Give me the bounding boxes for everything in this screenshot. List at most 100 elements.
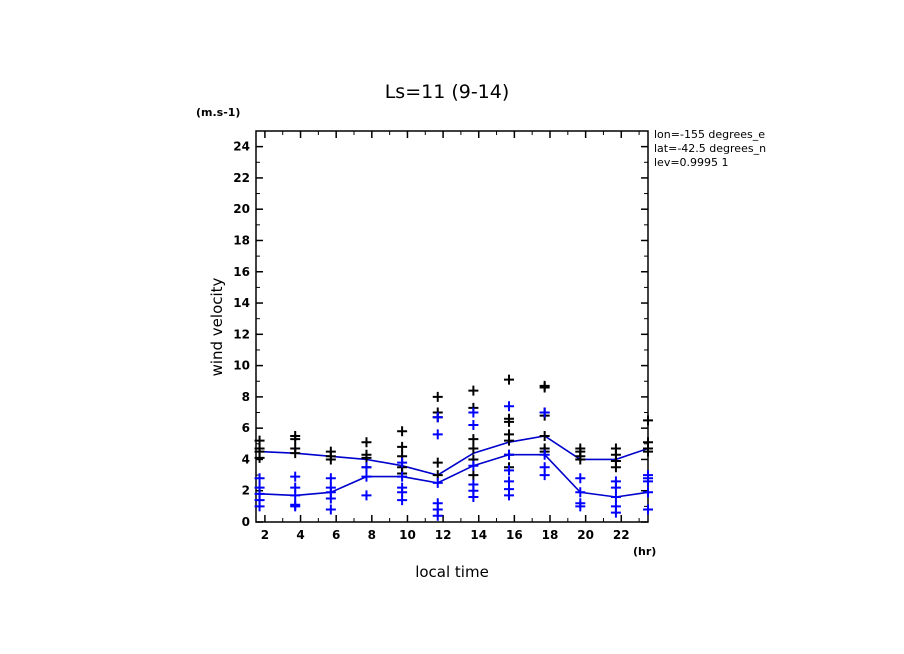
series-1-point	[610, 443, 621, 454]
series-2-point	[610, 476, 621, 487]
series-2-point	[290, 490, 301, 501]
series-1-point	[468, 385, 479, 396]
series-1-point	[361, 437, 372, 448]
series-2-point	[504, 401, 515, 412]
series-2-point	[504, 490, 515, 501]
series-2-point	[468, 420, 479, 431]
series-2-point	[361, 462, 372, 473]
series-1-point	[643, 437, 653, 448]
series-2-point	[468, 407, 479, 418]
y-tick-label: 18	[233, 233, 250, 247]
annotation-lon: lon=-155 degrees_e	[654, 128, 765, 141]
series-2-point	[610, 491, 621, 502]
x-axis-label: local time	[415, 563, 489, 581]
y-axis-label: wind velocity	[208, 277, 226, 376]
annotation-lat: lat=-42.5 degrees_n	[654, 142, 766, 155]
series-2-point	[539, 449, 550, 460]
series-1-point	[643, 446, 653, 457]
series-2-point	[290, 501, 301, 512]
x-unit-label: (hr)	[633, 545, 656, 558]
x-tick-label: 18	[542, 528, 559, 542]
x-tick-label: 14	[470, 528, 487, 542]
series-line-1	[259, 435, 649, 476]
series-1-point	[575, 454, 586, 465]
series-line-2	[259, 453, 649, 498]
y-tick-label: 4	[242, 452, 250, 466]
y-tick-label: 20	[233, 202, 250, 216]
series-1-point	[432, 457, 443, 468]
series-1-point	[290, 443, 301, 454]
series-2-point	[325, 473, 336, 484]
y-tick-label: 12	[233, 327, 250, 341]
series-2-point	[610, 507, 621, 518]
series-1-point	[504, 413, 515, 424]
series-2-point	[504, 449, 515, 460]
series-1-point	[397, 426, 408, 437]
series-2-point	[432, 510, 443, 521]
series-2-point	[290, 471, 301, 482]
y-unit-label: (m.s-1)	[196, 106, 240, 119]
series-1-point	[254, 452, 265, 463]
y-tick-label: 14	[233, 296, 250, 310]
x-tick-label: 6	[332, 528, 340, 542]
series-2-point	[468, 491, 479, 502]
y-tick-label: 16	[233, 265, 250, 279]
series-1-point	[254, 435, 265, 446]
series-1-point	[468, 434, 479, 445]
series-2-point	[575, 501, 586, 512]
y-tick-label: 0	[242, 515, 250, 529]
series-1-point	[290, 430, 301, 441]
series-1-point	[504, 374, 515, 385]
x-tick-label: 12	[435, 528, 452, 542]
series-1-point	[610, 462, 621, 473]
x-tick-label: 10	[399, 528, 416, 542]
series-1-point	[397, 441, 408, 452]
annotation-lev: lev=0.9995 1	[654, 156, 729, 169]
series-points-layer	[254, 374, 653, 521]
x-tick-label: 2	[261, 528, 269, 542]
series-2-point	[504, 465, 515, 476]
chart-title: Ls=11 (9-14)	[385, 81, 510, 103]
series-1-point	[539, 430, 550, 441]
series-2-point	[432, 477, 443, 488]
series-2-point	[325, 504, 336, 515]
y-tick-label: 22	[233, 171, 250, 185]
series-2-point	[397, 495, 408, 506]
series-2-point	[539, 470, 550, 481]
series-2-point	[575, 473, 586, 484]
series-2-point	[254, 473, 265, 484]
series-1-point	[504, 429, 515, 440]
series-2-point	[468, 460, 479, 471]
series-2-point	[361, 471, 372, 482]
y-tick-label: 2	[242, 484, 250, 498]
x-tick-label: 8	[368, 528, 376, 542]
series-2-point	[643, 487, 653, 498]
series-lines-layer	[259, 435, 649, 498]
series-1-point	[468, 470, 479, 481]
series-2-point	[361, 490, 372, 501]
x-tick-label: 22	[613, 528, 630, 542]
series-1-point	[432, 391, 443, 402]
series-2-point	[575, 487, 586, 498]
series-2-point	[397, 471, 408, 482]
y-tick-label: 24	[233, 140, 250, 154]
series-2-point	[432, 412, 443, 423]
series-1-point	[325, 454, 336, 465]
plot-frame	[255, 130, 649, 523]
series-1-point	[361, 449, 372, 460]
y-tick-label: 10	[233, 359, 250, 373]
y-tick-label: 8	[242, 390, 250, 404]
series-2-point	[432, 429, 443, 440]
series-1-point	[539, 380, 550, 391]
series-1-point	[468, 443, 479, 454]
x-tick-label: 16	[506, 528, 523, 542]
x-tick-label: 4	[296, 528, 304, 542]
y-tick-label: 6	[242, 421, 250, 435]
series-2-point	[539, 407, 550, 418]
series-2-point	[325, 493, 336, 504]
series-2-point	[643, 504, 653, 515]
series-1-point	[643, 415, 653, 426]
series-2-point	[643, 470, 653, 481]
